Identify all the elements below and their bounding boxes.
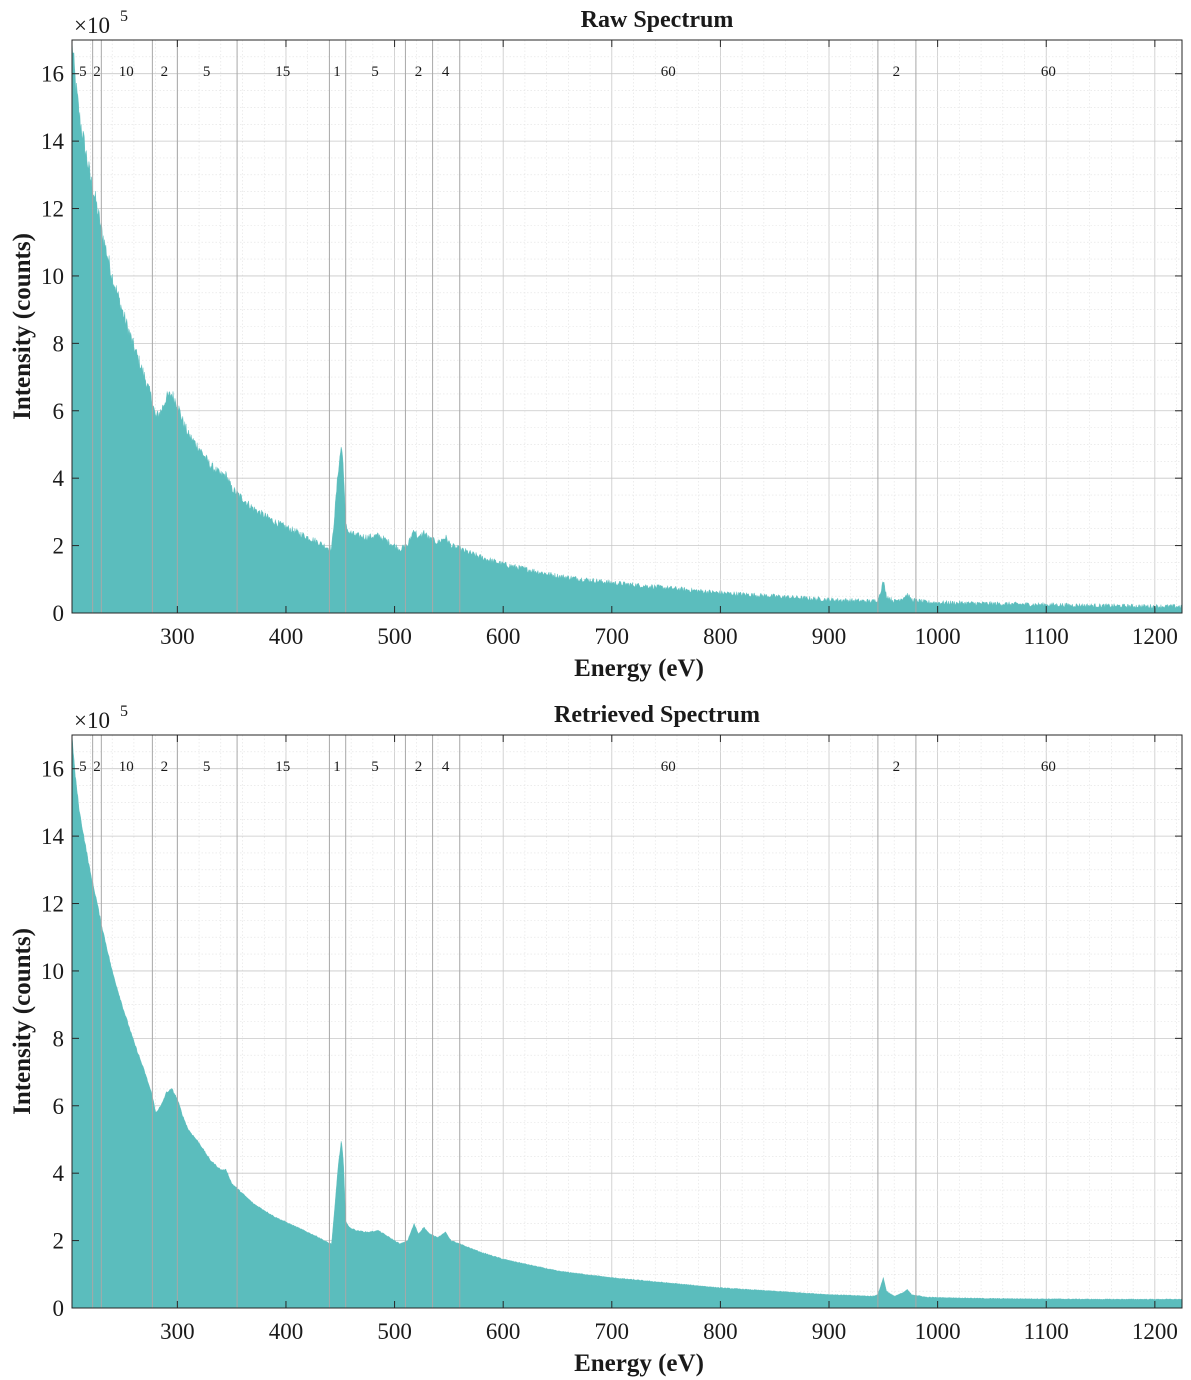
y-tick-label: 2 <box>53 534 65 559</box>
region-label: 5 <box>79 759 87 775</box>
region-label: 5 <box>79 64 87 80</box>
x-tick-label: 300 <box>160 624 195 649</box>
y-tick-label: 4 <box>53 466 65 491</box>
y-tick-label: 0 <box>53 1296 65 1321</box>
region-label: 5 <box>371 64 379 80</box>
x-tick-label: 1100 <box>1024 1319 1069 1344</box>
region-label: 10 <box>119 759 134 775</box>
region-label: 2 <box>893 64 901 80</box>
x-axis-label: Energy (eV) <box>574 655 704 682</box>
y-tick-label: 12 <box>41 197 64 222</box>
region-label: 1 <box>333 759 341 775</box>
x-tick-label: 1200 <box>1132 624 1178 649</box>
region-label: 1 <box>333 64 341 80</box>
y-axis-label: Intensity (counts) <box>9 233 36 420</box>
region-label: 5 <box>371 759 379 775</box>
x-tick-label: 1200 <box>1132 1319 1178 1344</box>
y-exponent-label: ×10 <box>74 13 110 38</box>
y-tick-label: 2 <box>53 1229 65 1254</box>
chart-title: Retrieved Spectrum <box>554 702 760 728</box>
region-label: 2 <box>161 64 169 80</box>
region-boundaries <box>92 40 917 613</box>
y-exponent-power: 5 <box>120 703 128 720</box>
y-tick-label: 8 <box>53 1026 65 1051</box>
y-axis-label: Intensity (counts) <box>9 928 36 1115</box>
region-label: 10 <box>119 64 134 80</box>
x-tick-label: 1100 <box>1024 624 1069 649</box>
x-tick-label: 700 <box>595 1319 630 1344</box>
region-label: 15 <box>275 759 290 775</box>
y-tick-label: 10 <box>41 264 64 289</box>
region-label: 4 <box>442 759 450 775</box>
region-label: 60 <box>1041 64 1056 80</box>
y-tick-label: 16 <box>41 757 64 782</box>
y-tick-label: 6 <box>53 399 65 424</box>
y-tick-label: 14 <box>41 824 65 849</box>
chart-title: Raw Spectrum <box>581 7 734 33</box>
region-label: 2 <box>161 759 169 775</box>
x-tick-label: 600 <box>486 624 521 649</box>
y-tick-label: 8 <box>53 331 65 356</box>
x-tick-label: 800 <box>703 624 738 649</box>
x-tick-label: 1000 <box>915 1319 961 1344</box>
region-label: 2 <box>893 759 901 775</box>
x-tick-label: 1000 <box>915 624 961 649</box>
region-label: 5 <box>203 759 211 775</box>
x-tick-label: 700 <box>595 624 630 649</box>
region-label: 2 <box>93 759 101 775</box>
y-tick-label: 10 <box>41 959 64 984</box>
axes-box <box>71 734 1183 1309</box>
x-tick-label: 900 <box>812 1319 847 1344</box>
y-tick-label: 6 <box>53 1094 65 1119</box>
spectrum-area-series-1 <box>71 39 1183 614</box>
axes-box <box>71 39 1183 614</box>
y-tick-label: 12 <box>41 892 64 917</box>
y-exponent-label: ×10 <box>74 708 110 733</box>
x-axis-label: Energy (eV) <box>574 1350 704 1377</box>
y-tick-label: 4 <box>53 1161 65 1186</box>
y-tick-label: 16 <box>41 62 64 87</box>
x-tick-label: 800 <box>703 1319 738 1344</box>
x-tick-label: 400 <box>269 1319 304 1344</box>
region-label: 2 <box>415 759 423 775</box>
region-label: 4 <box>442 64 450 80</box>
y-tick-label: 0 <box>53 601 65 626</box>
x-tick-label: 500 <box>377 1319 412 1344</box>
x-tick-label: 400 <box>269 624 304 649</box>
region-label: 2 <box>415 64 423 80</box>
region-label: 60 <box>661 759 676 775</box>
spectrum-area-series-1 <box>71 734 1183 1309</box>
x-tick-label: 900 <box>812 624 847 649</box>
y-exponent-power: 5 <box>120 8 128 25</box>
region-label: 2 <box>93 64 101 80</box>
region-label: 5 <box>203 64 211 80</box>
y-tick-label: 14 <box>41 129 65 154</box>
x-tick-label: 500 <box>377 624 412 649</box>
region-label: 60 <box>1041 759 1056 775</box>
region-label: 60 <box>661 64 676 80</box>
x-tick-label: 300 <box>160 1319 195 1344</box>
region-label: 15 <box>275 64 290 80</box>
region-boundaries <box>92 735 917 1308</box>
x-tick-label: 600 <box>486 1319 521 1344</box>
